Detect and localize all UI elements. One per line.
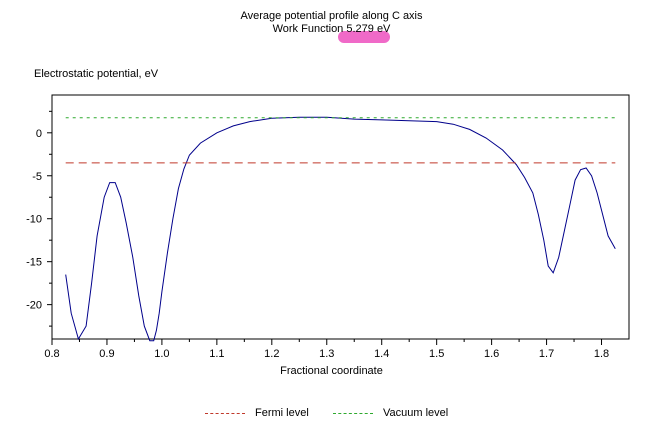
x-tick-label: 1.1 xyxy=(209,348,224,360)
y-tick-label: -5 xyxy=(32,171,42,183)
x-tick-label: 1.3 xyxy=(319,348,334,360)
y-axis-label: Electrostatic potential, eV xyxy=(34,68,159,80)
x-tick-label: 1.4 xyxy=(374,348,389,360)
legend-item-vacuum: Vacuum level xyxy=(333,407,448,419)
y-tick-label: -20 xyxy=(26,300,42,312)
legend-swatch-fermi xyxy=(205,412,245,414)
x-tick-label: 1.7 xyxy=(539,348,554,360)
highlight-mark xyxy=(338,31,390,43)
y-tick-label: -15 xyxy=(26,257,42,269)
chart-title: Average potential profile along C axis xyxy=(240,10,423,22)
x-axis-label: Fractional coordinate xyxy=(280,365,383,377)
legend-label-vacuum: Vacuum level xyxy=(383,407,449,419)
series-lines xyxy=(65,116,616,342)
x-tick-label: 0.8 xyxy=(44,348,59,360)
chart-subtitle: Work Function 5.279 eV xyxy=(272,23,391,35)
potential-line xyxy=(65,116,616,342)
axis-ticks: 0.8 0.9 1.0 1.1 1.2 1.3 1.4 1.5 1.6 1.7 1.8 0 -5 -10 -… xyxy=(26,110,609,360)
x-tick-label: 1.0 xyxy=(154,348,169,360)
legend-label-fermi: Fermi level xyxy=(255,407,309,419)
y-tick-label: -10 xyxy=(26,214,42,226)
chart-plot: 0.8 0.9 1.0 1.1 1.2 1.3 1.4 1.5 1.6 1.7 1.8 0 -5 -10 -… xyxy=(26,94,630,360)
legend: Fermi level Vacuum level xyxy=(0,407,663,425)
legend-swatch-vacuum xyxy=(333,412,373,414)
x-tick-label: 1.6 xyxy=(484,348,499,360)
legend-item-fermi: Fermi level xyxy=(205,407,309,419)
y-tick-label: 0 xyxy=(36,128,42,140)
x-tick-label: 0.9 xyxy=(99,348,114,360)
x-tick-label: 1.5 xyxy=(429,348,444,360)
x-tick-label: 1.2 xyxy=(264,348,279,360)
plot-frame xyxy=(51,94,630,340)
x-tick-label: 1.8 xyxy=(594,348,609,360)
